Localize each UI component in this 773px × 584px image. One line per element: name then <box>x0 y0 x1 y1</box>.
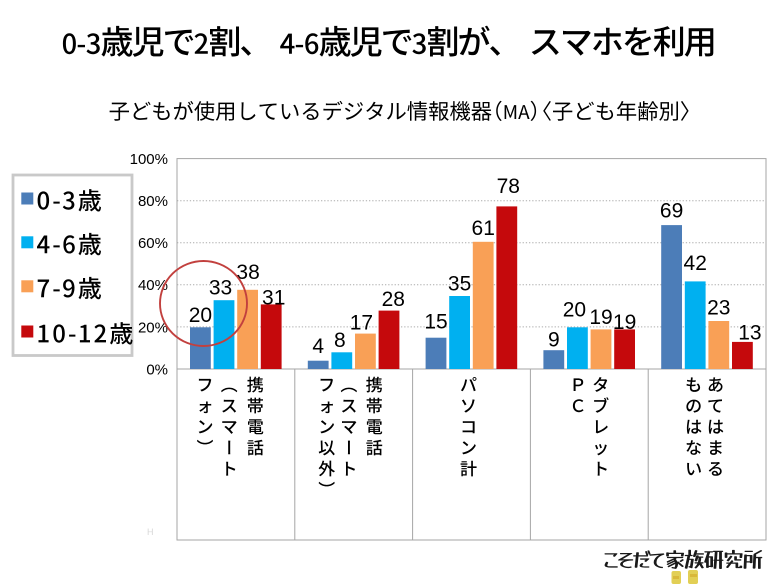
svg-text:28: 28 <box>382 288 405 311</box>
svg-text:69: 69 <box>660 200 683 223</box>
svg-text:42: 42 <box>684 252 707 275</box>
svg-text:19: 19 <box>589 306 612 329</box>
svg-text:40%: 40% <box>138 277 168 294</box>
svg-text:23: 23 <box>707 297 730 320</box>
svg-text:38: 38 <box>236 261 259 284</box>
svg-text:13: 13 <box>738 322 761 345</box>
svg-text:20: 20 <box>563 299 586 322</box>
svg-text:20%: 20% <box>138 319 168 336</box>
svg-text:20: 20 <box>189 304 212 327</box>
svg-text:61: 61 <box>472 217 495 240</box>
svg-text:31: 31 <box>262 287 285 310</box>
svg-text:17: 17 <box>350 311 373 334</box>
svg-text:60%: 60% <box>138 235 168 252</box>
svg-text:100%: 100% <box>130 151 168 168</box>
svg-text:4: 4 <box>312 335 324 358</box>
svg-text:8: 8 <box>334 329 346 352</box>
svg-text:H: H <box>147 527 154 537</box>
svg-text:35: 35 <box>448 272 471 295</box>
svg-text:19: 19 <box>613 311 636 334</box>
svg-text:0%: 0% <box>146 361 168 378</box>
svg-text:9: 9 <box>548 328 560 351</box>
svg-text:80%: 80% <box>138 193 168 210</box>
svg-text:78: 78 <box>497 175 520 198</box>
svg-text:33: 33 <box>209 277 232 300</box>
svg-text:15: 15 <box>424 311 447 334</box>
